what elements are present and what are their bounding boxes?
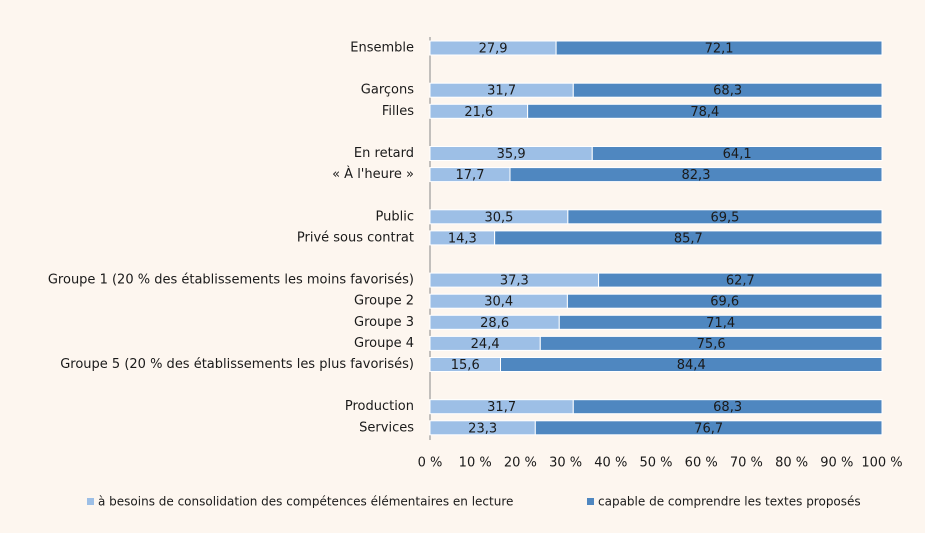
x-tick-label: 10 % <box>459 456 492 471</box>
value-label: 62,7 <box>726 274 755 289</box>
category-label: Filles <box>382 104 414 119</box>
category-label: Garçons <box>361 83 414 98</box>
x-tick-label: 20 % <box>504 456 537 471</box>
legend-label: à besoins de consolidation des compétenc… <box>98 495 513 509</box>
bar-segment <box>527 103 883 119</box>
bar-segment <box>591 146 883 161</box>
category-label: Production <box>345 399 414 414</box>
value-label: 31,7 <box>487 84 516 99</box>
value-label: 27,9 <box>479 42 508 57</box>
value-label: 68,3 <box>713 84 742 99</box>
bar-segment <box>558 314 883 330</box>
x-tick-label: 50 % <box>639 456 672 471</box>
value-label: 68,3 <box>713 400 742 415</box>
value-label: 69,5 <box>710 210 739 225</box>
bar-segment <box>572 82 883 98</box>
bar-segment <box>598 272 883 288</box>
category-label: En retard <box>354 146 414 161</box>
value-label: 21,6 <box>464 105 493 120</box>
category-label: Groupe 5 (20 % des établissements les pl… <box>60 357 414 372</box>
bar-segment <box>566 293 883 309</box>
bar-segment <box>567 209 883 225</box>
value-label: 30,5 <box>484 210 513 225</box>
legend-label: capable de comprendre les textes proposé… <box>598 495 861 509</box>
legend-swatch <box>87 498 94 505</box>
category-label: Groupe 3 <box>354 315 414 330</box>
category-label: Groupe 2 <box>354 294 414 309</box>
value-label: 31,7 <box>487 400 516 415</box>
legend-swatch <box>587 498 594 505</box>
value-label: 14,3 <box>448 231 477 246</box>
value-label: 72,1 <box>705 42 734 57</box>
category-label: Groupe 4 <box>354 336 414 351</box>
value-label: 35,9 <box>497 147 526 162</box>
x-tick-label: 40 % <box>594 456 627 471</box>
bar-segment <box>555 40 883 56</box>
bar-segment <box>572 399 883 415</box>
value-label: 78,4 <box>690 105 719 120</box>
value-label: 17,7 <box>456 168 485 183</box>
value-label: 23,3 <box>468 421 497 436</box>
x-tick-label: 0 % <box>418 456 443 471</box>
value-label: 69,6 <box>710 295 739 310</box>
category-label: Groupe 1 (20 % des établissements les mo… <box>48 273 414 288</box>
value-label: 71,4 <box>706 316 735 331</box>
category-label: Privé sous contrat <box>297 230 414 245</box>
bar-segment <box>534 420 883 436</box>
category-label: « À l'heure » <box>332 166 414 182</box>
value-label: 76,7 <box>694 421 723 436</box>
x-tick-label: 100 % <box>861 456 902 471</box>
category-label: Services <box>359 420 414 435</box>
value-label: 24,4 <box>471 337 500 352</box>
bar-segment <box>539 335 883 351</box>
value-label: 30,4 <box>484 295 513 310</box>
bar-segment <box>509 167 883 183</box>
x-tick-label: 80 % <box>775 456 808 471</box>
bar-segment <box>500 357 883 372</box>
value-label: 82,3 <box>682 168 711 183</box>
category-label: Ensemble <box>350 41 414 56</box>
bar-segment <box>494 230 883 246</box>
value-label: 64,1 <box>723 147 752 162</box>
value-label: 28,6 <box>480 316 509 331</box>
x-tick-label: 70 % <box>730 456 763 471</box>
category-label: Public <box>376 209 414 224</box>
value-label: 37,3 <box>500 274 529 289</box>
value-label: 85,7 <box>674 231 703 246</box>
x-tick-label: 60 % <box>685 456 718 471</box>
value-label: 15,6 <box>451 358 480 373</box>
x-tick-label: 90 % <box>820 456 853 471</box>
value-label: 75,6 <box>697 337 726 352</box>
value-label: 84,4 <box>677 358 706 373</box>
x-tick-label: 30 % <box>549 456 582 471</box>
